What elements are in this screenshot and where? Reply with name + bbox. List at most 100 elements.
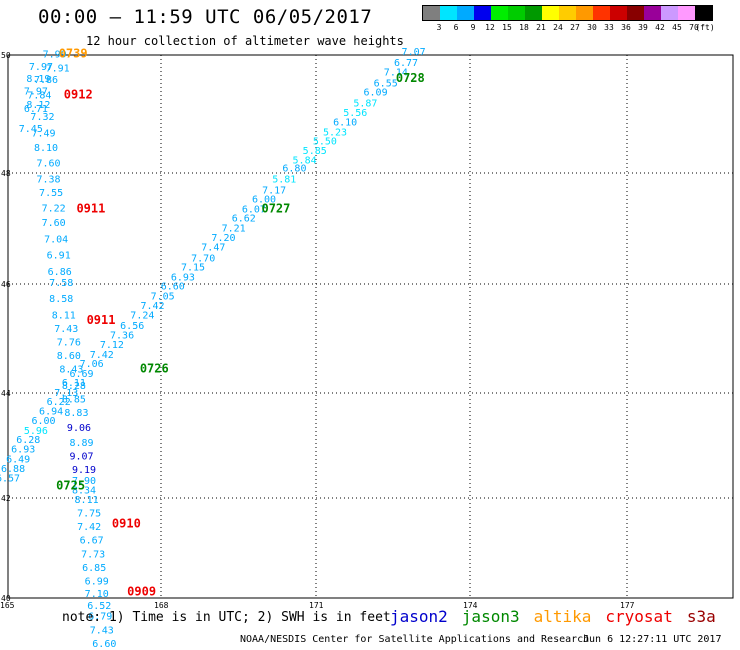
x-tick-label: 177 (620, 601, 635, 610)
swh-data-point: 6.07 (242, 204, 266, 215)
swh-data-point: 6.94 (39, 406, 63, 417)
pass-time-label: 0725 (56, 478, 85, 492)
y-tick-label: 42 (1, 494, 11, 503)
satellite-legend: jason2 jason3 altika cryosat s3a (390, 607, 730, 626)
swh-data-point: 7.22 (42, 203, 66, 214)
color-scale-tick-label: 24 (553, 23, 563, 32)
swh-data-point: 6.57 (0, 473, 20, 484)
swh-data-point: 7.97 (24, 87, 48, 98)
swh-data-point: 6.11 (62, 378, 86, 389)
color-scale-tick-label: 18 (519, 23, 529, 32)
swh-data-point: 7.36 (110, 330, 134, 341)
swh-data-point: 6.52 (87, 601, 111, 612)
swh-data-point: 6.22 (47, 397, 71, 408)
swh-data-point: 6.55 (374, 78, 398, 89)
color-swatch (661, 6, 678, 20)
swh-data-point: 8.43 (59, 365, 83, 376)
swh-data-point: 7.38 (37, 175, 61, 186)
swh-data-point: 6.85 (82, 563, 106, 574)
swh-data-point: 5.84 (293, 156, 317, 167)
swh-data-point: 9.07 (69, 452, 93, 463)
pass-time-label: 0910 (112, 516, 141, 530)
swh-data-point: 5.81 (272, 175, 296, 186)
swh-data-point: 9.19 (72, 465, 96, 476)
color-swatch (695, 6, 712, 20)
swh-data-point: 7.43 (54, 324, 78, 335)
color-swatch (474, 6, 491, 20)
swh-data-point: 6.93 (11, 444, 35, 455)
color-scale-tick-label: 27 (570, 23, 580, 32)
swh-data-point: 7.60 (37, 158, 61, 169)
swh-data-point: 7.75 (77, 509, 101, 520)
swh-data-point: 7.42 (77, 522, 101, 533)
swh-data-point: 6.60 (161, 282, 185, 293)
swh-data-point: 7.17 (262, 185, 286, 196)
swh-data-point: 7.24 (130, 310, 154, 321)
y-tick-label: 50 (1, 51, 11, 60)
swh-data-point: 5.50 (313, 137, 337, 148)
swh-data-point: 6.91 (47, 251, 71, 262)
pass-time-label: 0909 (127, 584, 156, 598)
swh-data-point: 7.10 (85, 589, 109, 600)
swh-data-point: 6.71 (24, 104, 48, 115)
color-scale-tick-label: 42 (655, 23, 665, 32)
x-tick-label: 165 (0, 601, 15, 610)
pass-time-label: 0912 (64, 87, 93, 101)
swh-data-point: 8.10 (34, 143, 58, 154)
swh-data-point: 7.55 (39, 188, 63, 199)
color-swatch (423, 6, 440, 20)
pass-time-label: 0728 (396, 71, 425, 85)
swh-data-point: 7.73 (81, 549, 105, 560)
swh-data-point: 8.11 (52, 310, 76, 321)
color-swatch (542, 6, 559, 20)
swh-data-point: 6.00 (31, 416, 55, 427)
color-swatch (678, 6, 695, 20)
chart-subtitle: 12 hour collection of altimeter wave hei… (86, 34, 404, 48)
swh-data-point: 5.96 (24, 426, 48, 437)
swh-data-point: 7.99 (43, 50, 67, 61)
swh-data-point: 7.42 (90, 350, 114, 361)
swh-data-point: 7.49 (31, 128, 55, 139)
color-scale-tick-label: 21 (536, 23, 546, 32)
swh-data-point: 8.60 (57, 351, 81, 362)
swh-data-point: 7.12 (100, 340, 124, 351)
color-swatch (457, 6, 474, 20)
color-swatch (576, 6, 593, 20)
swh-data-point: 6.86 (48, 267, 72, 278)
swh-data-point: 5.56 (343, 108, 367, 119)
swh-data-point: 6.69 (69, 369, 93, 380)
color-scale-tick-label: 70 (689, 23, 699, 32)
swh-data-point: 6.80 (282, 164, 306, 175)
x-tick-label: 174 (463, 601, 478, 610)
swh-data-point: 7.84 (27, 90, 51, 101)
x-tick-label: 171 (309, 601, 324, 610)
units-note: note: 1) Time is in UTC; 2) SWH is in fe… (62, 610, 391, 625)
swh-data-point: 5.87 (353, 99, 377, 110)
swh-data-point: 9.06 (67, 423, 91, 434)
x-tick-label: 168 (154, 601, 169, 610)
swh-data-point: 7.15 (181, 263, 205, 274)
color-scale-tick-label: 3 (436, 23, 442, 32)
swh-data-point: 8.19 (26, 74, 50, 85)
plot-frame (7, 54, 734, 599)
color-swatch (593, 6, 610, 20)
swh-data-point: 8.89 (69, 438, 93, 449)
pass-time-label: 0726 (140, 362, 169, 376)
swh-data-point: 6.10 (333, 118, 357, 129)
swh-data-point: 6.49 (6, 454, 30, 465)
swh-data-point: 7.60 (42, 218, 66, 229)
swh-data-point: 7.90 (72, 476, 96, 487)
color-scale-bar: 3 6 9 12 15 18 21 24 27 30 33 36 39 42 45 70 (ft) (422, 5, 715, 33)
swh-data-point: 6.00 (252, 195, 276, 206)
swh-data-point: 8.28 (62, 381, 86, 392)
color-swatch (440, 6, 457, 20)
swh-data-point: 7.91 (46, 63, 70, 74)
swh-data-point: 7.07 (402, 47, 426, 58)
color-swatch (525, 6, 542, 20)
legend-item-altika: altika (533, 607, 592, 626)
pass-time-label: 0727 (261, 201, 290, 215)
swh-data-point: 6.56 (120, 321, 144, 332)
swh-data-point: 7.47 (201, 242, 225, 253)
swh-data-point: 8.34 (72, 486, 96, 497)
